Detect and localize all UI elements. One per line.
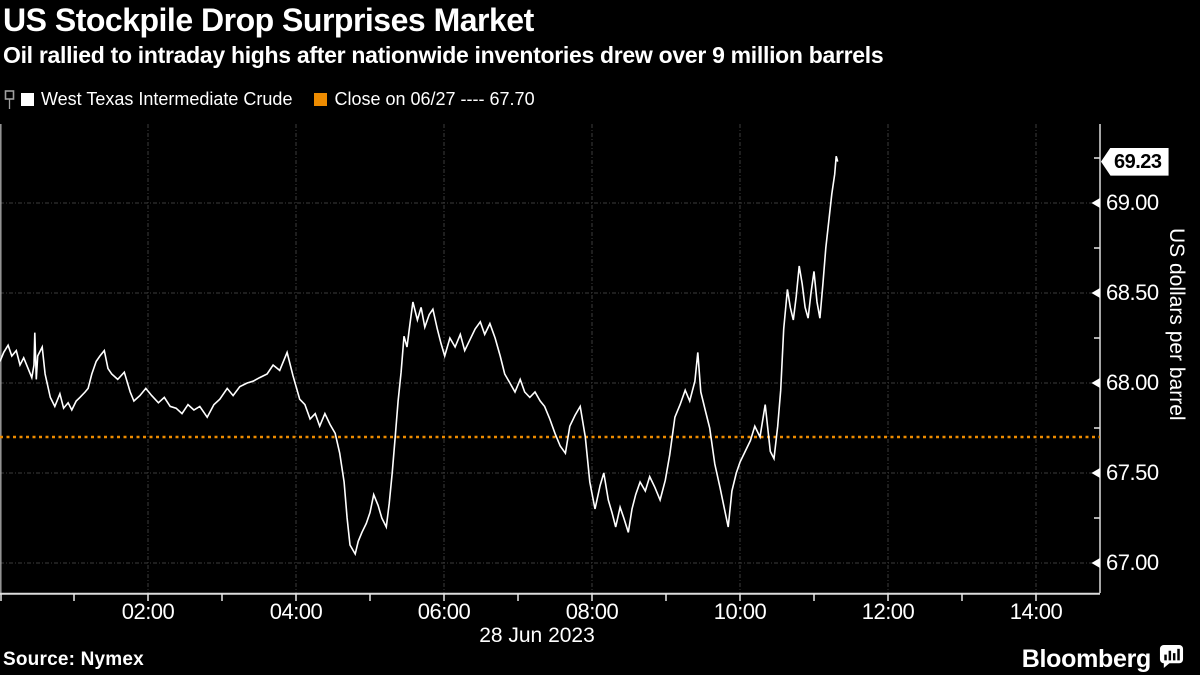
x-tick-label: 02:00 (121, 599, 175, 624)
close-line-label: Close on 06/27 ---- 67.70 (334, 89, 535, 109)
last-price-tag: 69.23 (1101, 147, 1169, 176)
x-tick-label: 14:00 (1009, 599, 1063, 624)
x-tick-label: 10:00 (713, 599, 767, 624)
x-tick-label: 12:00 (861, 599, 915, 624)
series-label: West Texas Intermediate Crude (41, 89, 293, 109)
y-tick-label: 69.00 (1106, 190, 1159, 215)
last-price-value: 69.23 (1114, 150, 1162, 173)
page-subtitle: Oil rallied to intraday highs after nati… (3, 42, 884, 68)
bloomberg-terminal-icon (1159, 644, 1184, 675)
y-axis-major-tick (1091, 288, 1100, 298)
price-line (0, 155, 839, 557)
x-tick-label: 04:00 (269, 599, 323, 624)
y-tick-label: 68.50 (1106, 280, 1159, 305)
close-line-swatch (314, 93, 328, 106)
x-tick-label: 06:00 (417, 599, 471, 624)
y-axis-major-tick (1091, 378, 1100, 388)
bloomberg-wordmark: Bloomberg (1021, 645, 1152, 673)
page-title: US Stockpile Drop Surprises Market (3, 2, 534, 38)
y-tick-label: 67.50 (1106, 460, 1159, 485)
y-axis-major-tick (1091, 468, 1100, 478)
y-tick-label: 68.00 (1106, 370, 1159, 395)
x-tick-label: 08:00 (565, 599, 619, 624)
y-axis-title: US dollars per barrel (1165, 228, 1188, 421)
source-label: Source: Nymex (3, 649, 144, 670)
y-axis-major-tick (1091, 198, 1100, 208)
series-swatch (21, 93, 34, 106)
flag-annotation-marker-icon (4, 89, 17, 110)
y-tick-label: 67.00 (1106, 550, 1159, 575)
bloomberg-logo: Bloomberg (1022, 644, 1184, 675)
y-axis-major-tick (1091, 558, 1100, 568)
legend: West Texas Intermediate Crude Close on 0… (4, 89, 535, 110)
x-axis-date: 28 Jun 2023 (479, 624, 595, 647)
